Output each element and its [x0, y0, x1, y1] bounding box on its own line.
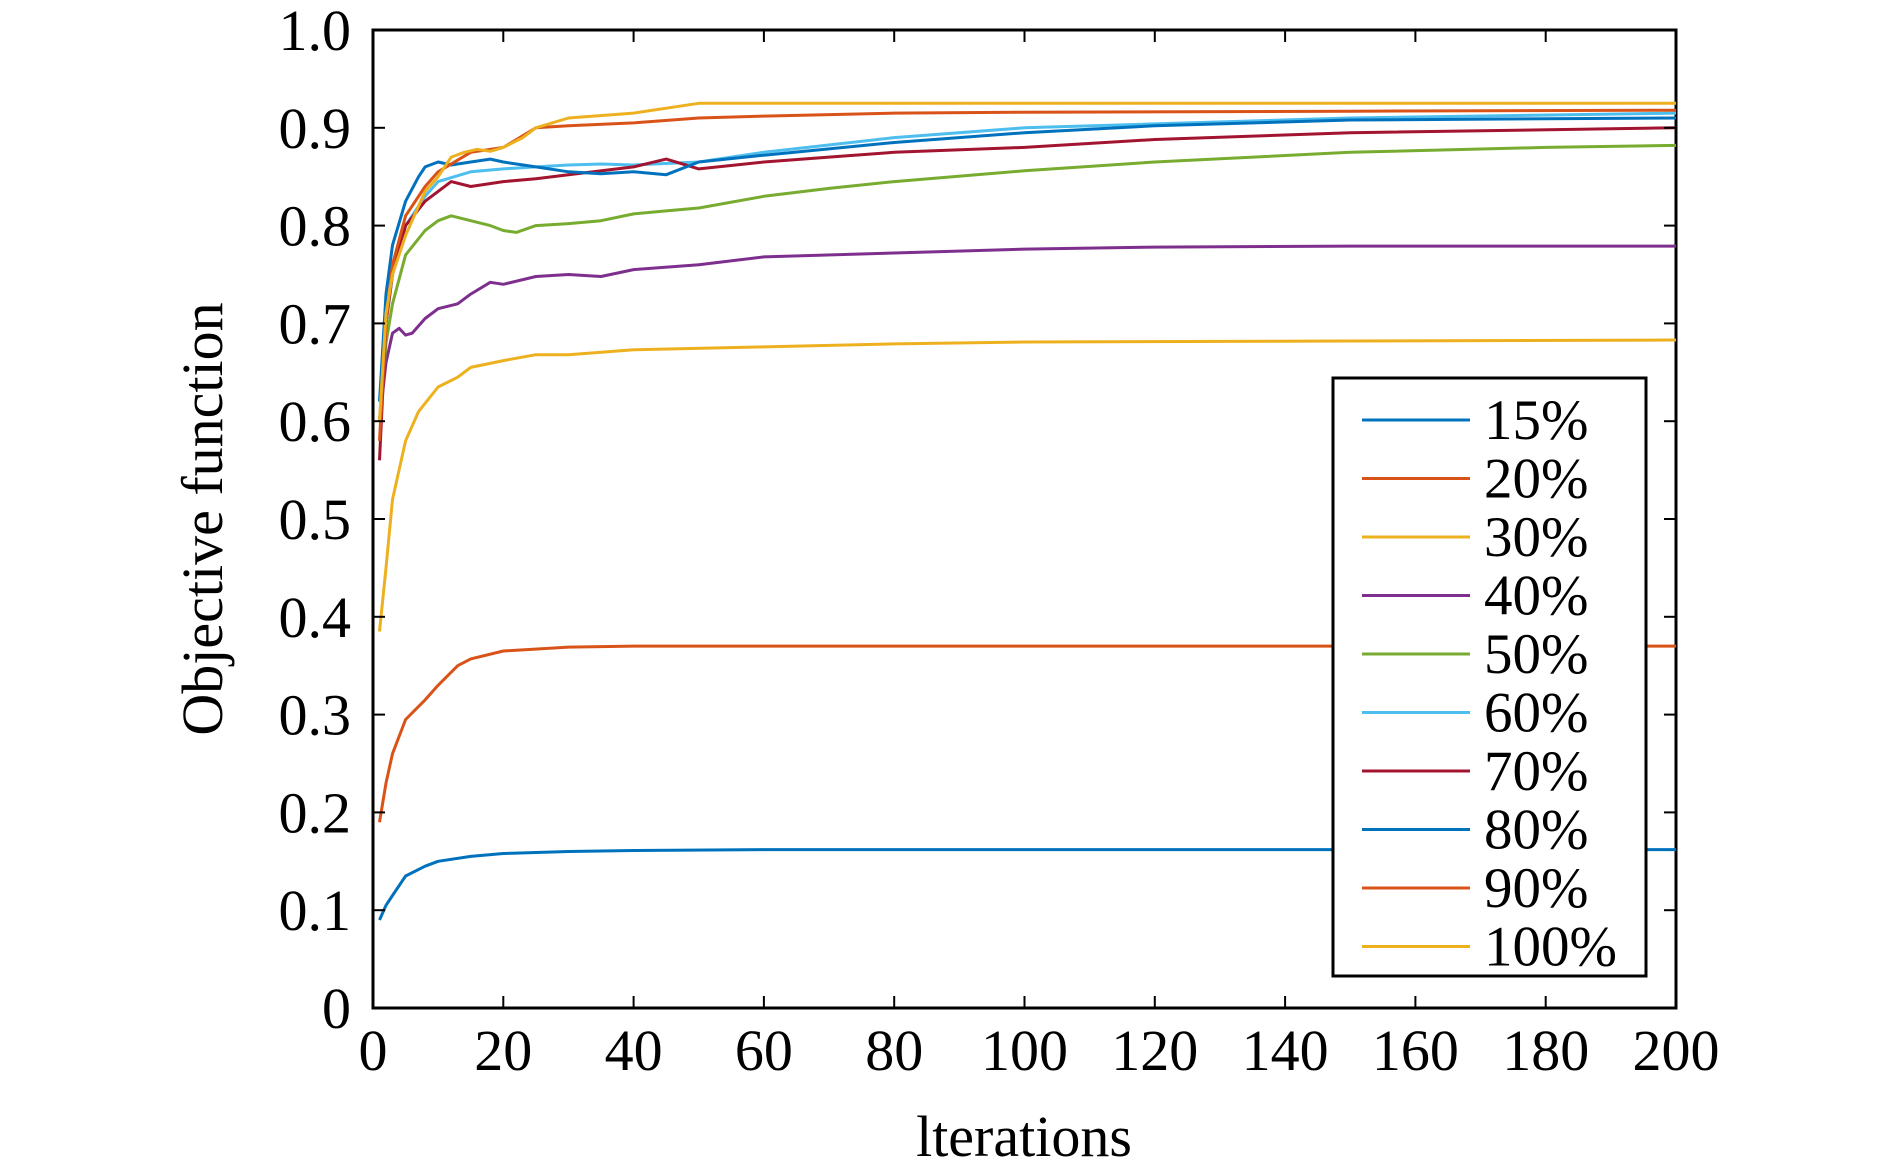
- legend-label: 100%: [1484, 916, 1617, 979]
- y-tick-label: 1.0: [279, 0, 352, 63]
- x-tick-label: 140: [1242, 1018, 1329, 1083]
- y-tick-label: 0.8: [279, 194, 352, 259]
- series-line-4: [378, 244, 1676, 422]
- y-tick-label: 0: [322, 976, 351, 1041]
- series-line-5: [378, 143, 1677, 422]
- x-tick-label: 200: [1633, 1018, 1720, 1083]
- x-axis-title: lterations: [916, 1104, 1132, 1169]
- x-tick-label: 80: [865, 1018, 923, 1083]
- series-line-2: [378, 644, 1676, 823]
- x-tick-label: 20: [474, 1018, 532, 1083]
- series-layer: [378, 101, 1677, 921]
- series-line-1: [378, 848, 1676, 921]
- y-tick-label: 0.6: [279, 389, 352, 454]
- y-tick-label: 0.9: [279, 96, 352, 161]
- x-tick-label: 180: [1502, 1018, 1589, 1083]
- y-tick-label: 0.7: [279, 291, 352, 356]
- y-axis-title: Objective function: [170, 302, 235, 735]
- x-tick-label: 0: [359, 1018, 388, 1083]
- legend-label: 50%: [1484, 623, 1588, 686]
- legend-label: 20%: [1484, 448, 1588, 511]
- legend-label: 30%: [1484, 506, 1588, 569]
- y-tick-label: 0.5: [279, 487, 352, 552]
- legend-label: 70%: [1484, 740, 1588, 803]
- y-tick-label: 0.3: [279, 683, 352, 748]
- legend: 15%20%30%40%50%60%70%80%90%100%: [1331, 376, 1648, 979]
- y-tick-label: 0.4: [279, 585, 352, 650]
- series-line-10: [378, 101, 1676, 422]
- y-tick-label: 0.2: [279, 780, 352, 845]
- series-line-8: [378, 116, 1677, 402]
- y-tick-label: 0.1: [279, 878, 352, 943]
- x-tick-label: 100: [981, 1018, 1068, 1083]
- x-tick-label: 40: [605, 1018, 663, 1083]
- x-tick-label: 120: [1111, 1018, 1198, 1083]
- series-line-3: [378, 338, 1677, 632]
- ticks-layer: 0 20 40 60 80 100 120 140 160 180 200 0 0.1 0.2 0.3 0.4…: [279, 0, 1720, 1083]
- legend-label: 80%: [1484, 799, 1588, 862]
- legend-label: 40%: [1484, 565, 1588, 628]
- legend-label: 90%: [1484, 857, 1588, 920]
- legend-label: 15%: [1484, 389, 1588, 452]
- legend-label: 60%: [1484, 682, 1588, 745]
- x-tick-label: 160: [1372, 1018, 1459, 1083]
- x-tick-label: 60: [735, 1018, 793, 1083]
